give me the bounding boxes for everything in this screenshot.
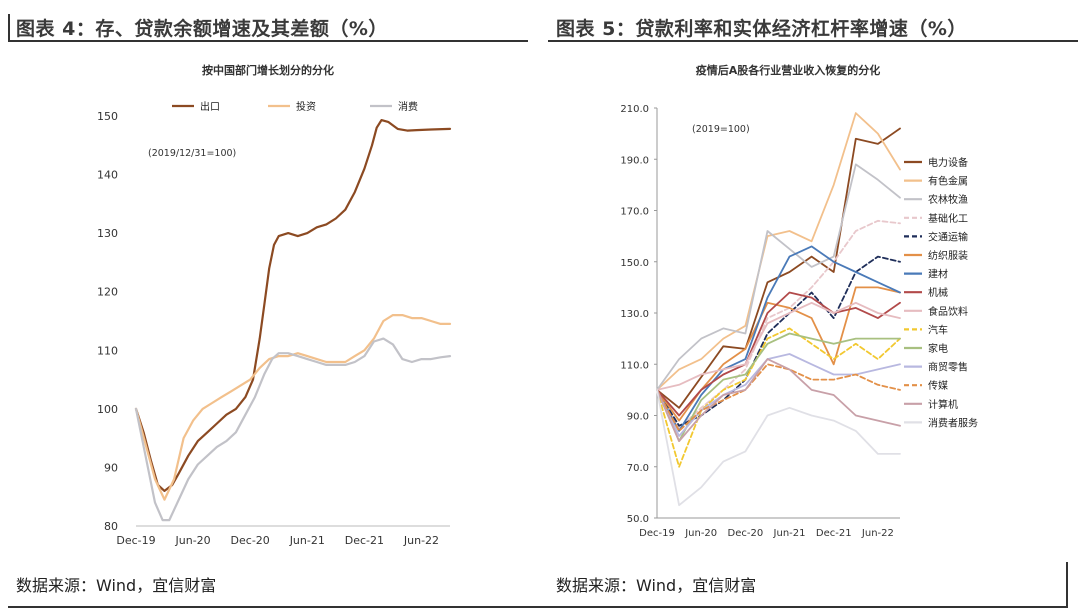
x-tick-label: Dec-20 [231, 534, 270, 547]
y-tick-label: 70.0 [627, 463, 649, 474]
figure-5-panel: 图表 5：贷款利率和实体经济杠杆率增速（%） 疫情后A股各行业营业收入恢复的分化… [540, 0, 1080, 616]
x-tick-label: Jun-20 [175, 534, 211, 547]
y-tick-label: 90.0 [627, 412, 649, 423]
series-line [656, 291, 901, 417]
y-tick-label: 210.0 [620, 104, 649, 115]
legend-label: 传媒 [928, 380, 948, 392]
legend-label: 建材 [928, 268, 948, 281]
legend-label: 消费者服务 [928, 416, 978, 429]
y-tick-label: 110 [97, 344, 118, 357]
series-line [656, 363, 901, 432]
figure-4-source: 数据来源：Wind，宜信财富 [16, 576, 217, 595]
y-tick-label: 100 [97, 403, 118, 416]
series-line [656, 163, 901, 391]
x-tick-label: Dec-21 [816, 528, 852, 539]
figure-4-left-border [8, 14, 10, 40]
legend-label: 交通运输 [928, 230, 968, 243]
y-tick-label: 110.0 [620, 360, 649, 371]
series-line [656, 286, 901, 422]
x-tick-label: Jun-20 [684, 528, 717, 539]
series-line [656, 388, 901, 507]
series-line [656, 245, 901, 432]
x-tick-label: Dec-20 [728, 528, 764, 539]
series-line [656, 358, 901, 443]
legend-label: 商贸零售 [928, 361, 968, 374]
chart-annotation: (2019/12/31=100) [148, 148, 236, 159]
chart-4: 按中国部门增长划分的分化 (2019/12/31=100) 80 90 100 110 12… [97, 63, 452, 547]
figure-4-top-rule [8, 40, 528, 42]
x-tick-label: Jun-22 [861, 528, 894, 539]
series-line [656, 219, 901, 430]
legend-label: 出口 [200, 100, 220, 113]
figure-4-title: 图表 4：存、贷款余额增速及其差额（%） [16, 18, 388, 40]
legend-label: 电力设备 [928, 156, 968, 169]
legend-label: 家电 [928, 342, 948, 355]
legend-label: 纺织服装 [928, 249, 968, 262]
legend-label: 投资 [296, 100, 316, 113]
chart-5: 疫情后A股各行业营业收入恢复的分化 (2019=100) 50.0 70.0 90.0 1… [620, 63, 978, 539]
y-tick-label: 50.0 [627, 514, 649, 525]
figure-5-source: 数据来源：Wind，宜信财富 [556, 576, 757, 595]
legend-label: 消费 [398, 100, 418, 113]
figure-5-bottom-rule [540, 606, 1068, 608]
x-tick-label: Dec-21 [345, 534, 384, 547]
series-line [656, 255, 901, 427]
series-line [134, 118, 452, 492]
y-tick-label: 170.0 [620, 207, 649, 218]
y-tick-label: 80 [104, 520, 118, 533]
figure-5-title: 图表 5：贷款利率和实体经济杠杆率增速（%） [556, 18, 967, 40]
chart-title: 疫情后A股各行业营业收入恢复的分化 [696, 63, 881, 77]
series-line [656, 353, 901, 437]
legend-label: 计算机 [928, 398, 958, 411]
legend-label: 农林牧渔 [928, 193, 968, 206]
y-tick-label: 150 [97, 110, 118, 123]
y-tick-label: 190.0 [620, 155, 649, 166]
series-line [656, 332, 901, 443]
legend-label: 食品饮料 [928, 305, 968, 318]
x-tick-label: Jun-21 [773, 528, 806, 539]
chart-annotation: (2019=100) [692, 124, 750, 135]
y-tick-label: 90 [104, 461, 118, 474]
y-tick-label: 130.0 [620, 309, 649, 320]
x-tick-label: Dec-19 [116, 534, 155, 547]
x-tick-label: Dec-19 [639, 528, 675, 539]
series-line [656, 112, 901, 391]
y-tick-label: 140 [97, 169, 118, 182]
legend-label: 有色金属 [928, 175, 968, 188]
x-tick-label: Jun-22 [403, 534, 439, 547]
y-tick-label: 130 [97, 227, 118, 240]
series-line [134, 337, 452, 522]
figure-5-right-border [1066, 562, 1068, 608]
y-tick-label: 150.0 [620, 258, 649, 269]
figure-4-panel: 图表 4：存、贷款余额增速及其差额（%） 按中国部门增长划分的分化 (2019/1… [8, 14, 540, 608]
figure-4-bottom-rule [8, 606, 540, 608]
series-line [134, 314, 452, 501]
legend-label: 基础化工 [928, 212, 968, 225]
legend-label: 汽车 [928, 323, 948, 336]
legend-label: 机械 [928, 286, 948, 299]
series-line [656, 301, 901, 391]
figure-5-top-rule [548, 40, 1078, 42]
x-tick-label: Jun-21 [289, 534, 325, 547]
chart-title: 按中国部门增长划分的分化 [202, 63, 334, 77]
y-tick-label: 120 [97, 286, 118, 299]
